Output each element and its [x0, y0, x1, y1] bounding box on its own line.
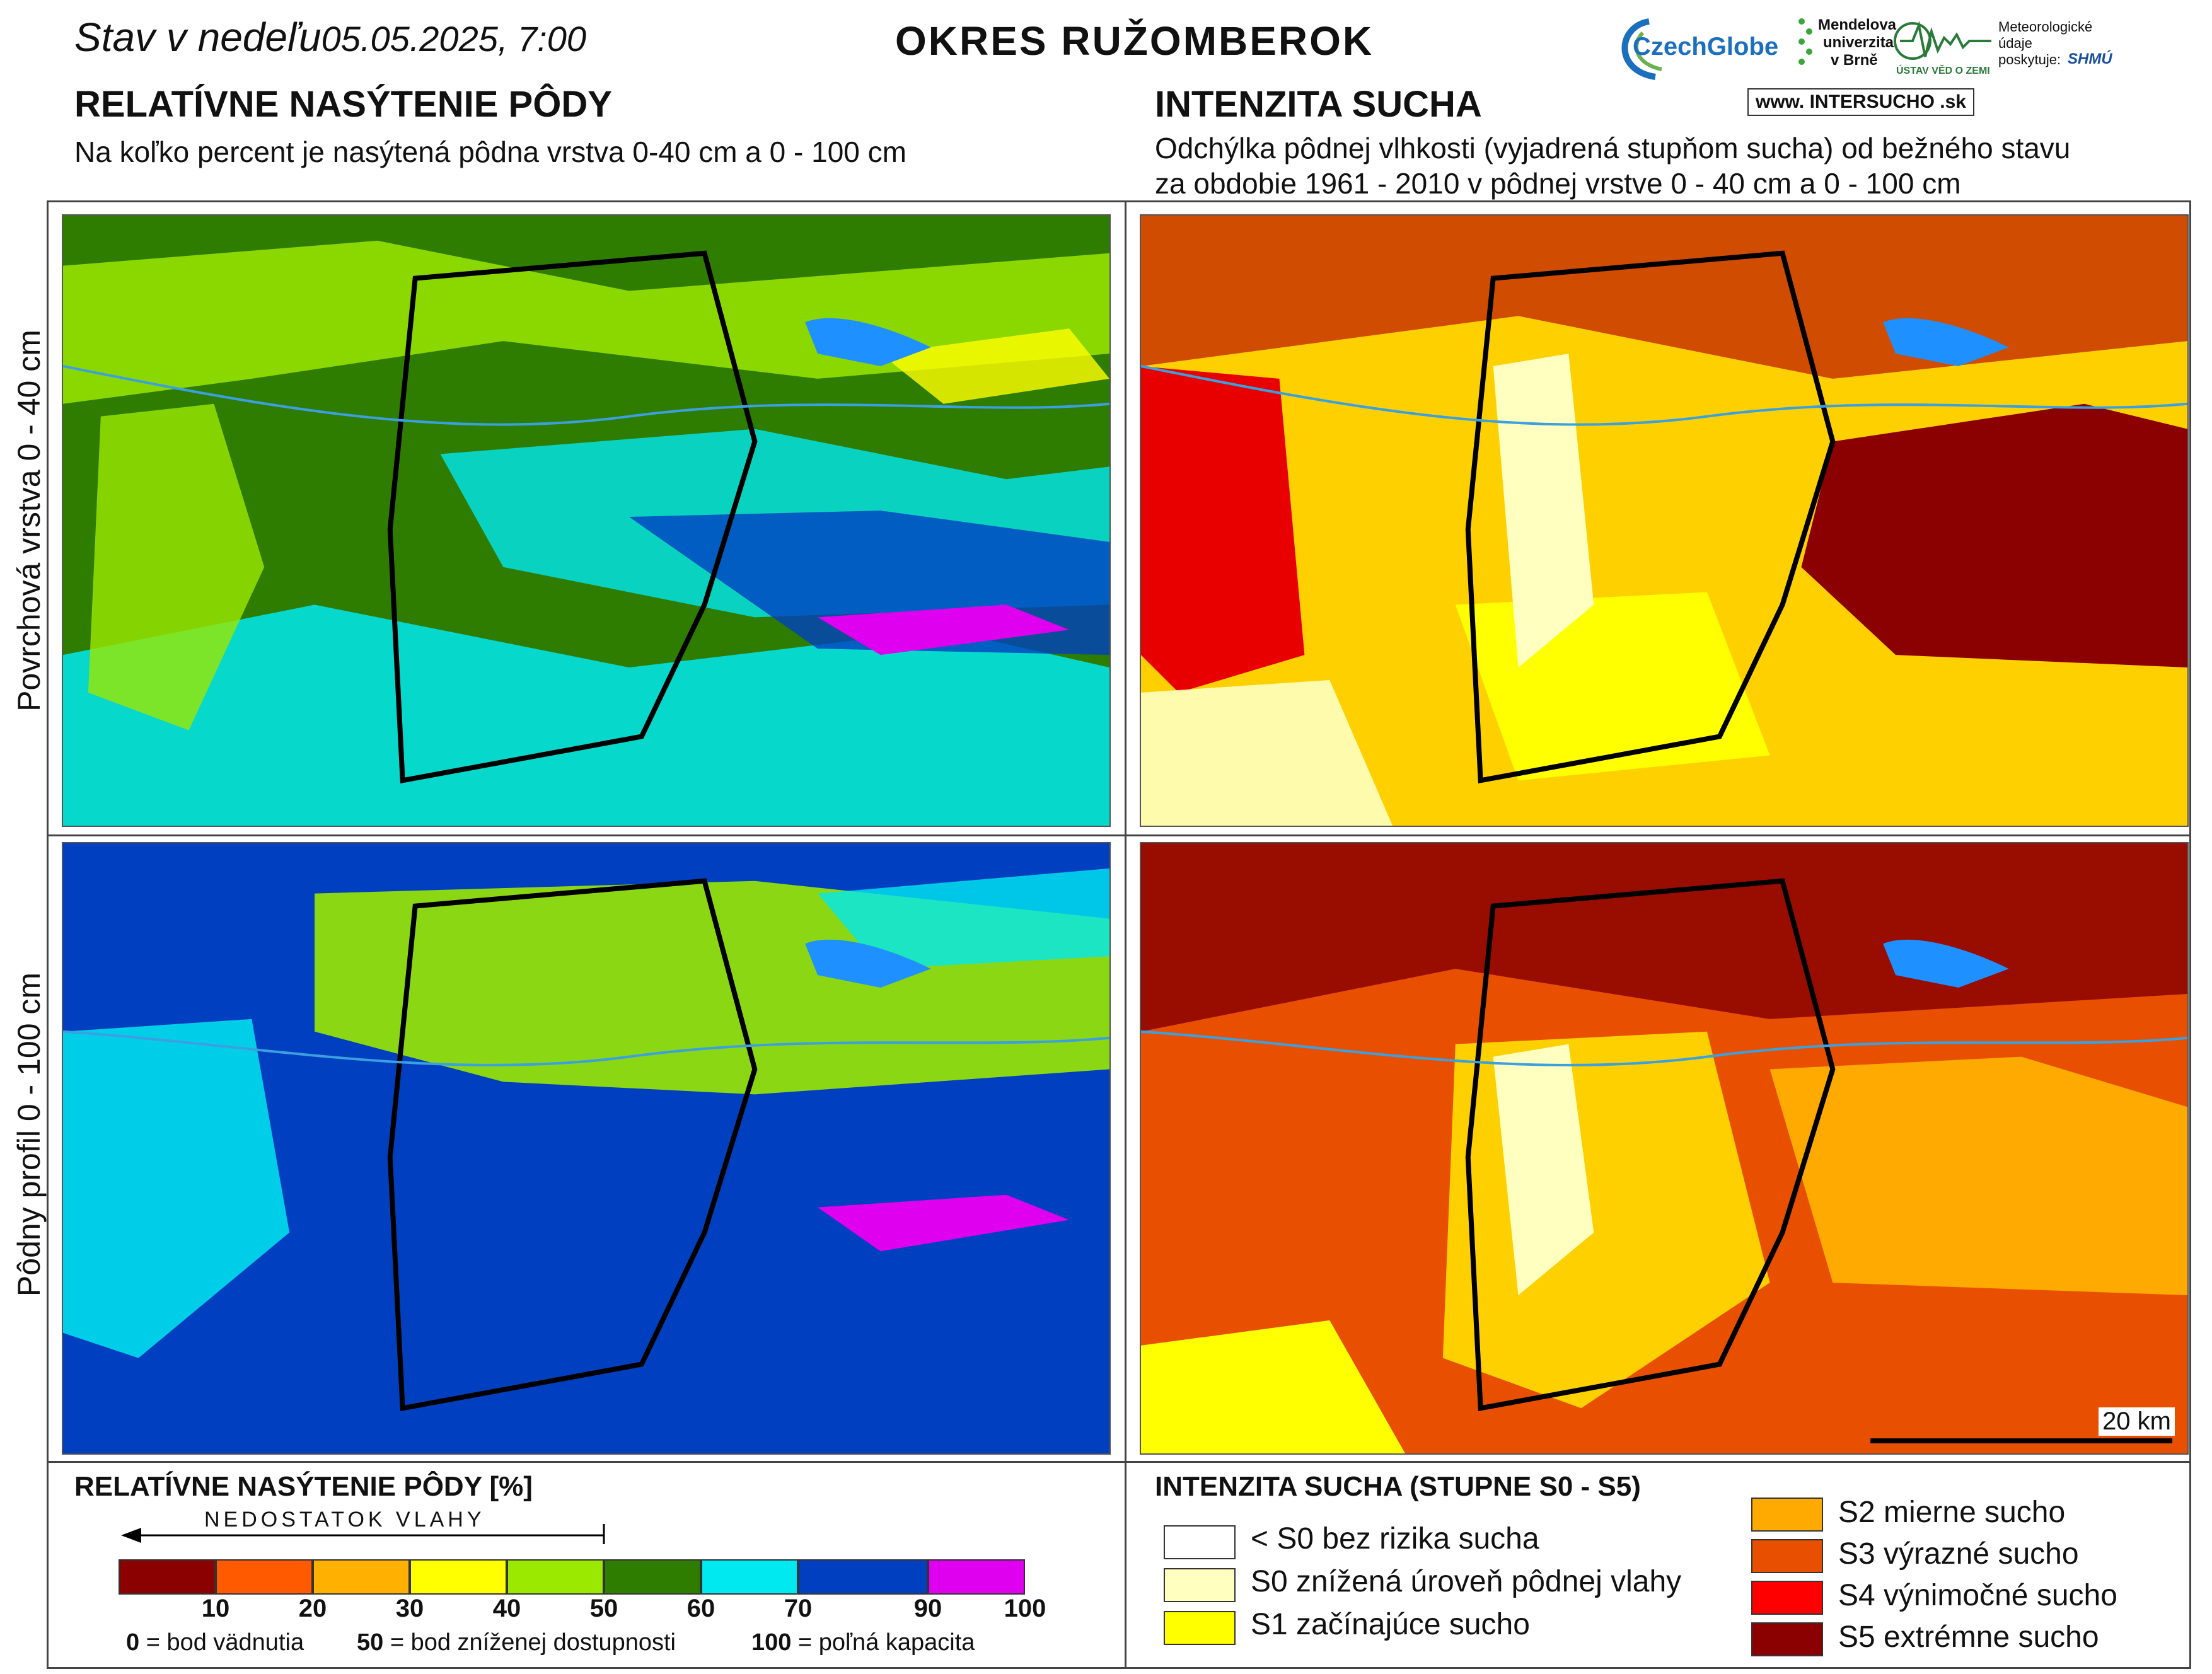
- colorbar-tick: 60: [686, 1595, 715, 1622]
- scale-bar-label: 20 km: [2099, 1407, 2175, 1436]
- mendel-dots-icon: [1798, 18, 1812, 65]
- colorbar-tick: 100: [1004, 1595, 1046, 1622]
- meteo-provider: Meteorologické údaje poskytuje: SHMÚ: [1998, 19, 2112, 67]
- drought-swatch-s2: [1751, 1498, 1823, 1532]
- drought-map-profile-svg: [1141, 843, 2187, 1453]
- colorbar-tick: 50: [589, 1595, 618, 1622]
- drought-map-profile: 20 km: [1140, 842, 2189, 1455]
- drought-swatch-s3: [1751, 1539, 1823, 1573]
- scale-bar-line: [1870, 1438, 2173, 1444]
- seismograph-icon: [1894, 21, 1991, 60]
- drought-label-s3: S3 výrazné sucho: [1838, 1537, 2079, 1571]
- vertical-divider: [1125, 200, 1126, 1669]
- drought-swatch-s4: [1751, 1581, 1823, 1615]
- saturation-legend-title: RELATÍVNE NASÝTENIE PÔDY [%]: [74, 1471, 533, 1502]
- colorbar-segment-5: [604, 1559, 701, 1595]
- drought-map-topsoil-svg: [1141, 216, 2187, 826]
- drought-legend-title: INTENZITA SUCHA (STUPNE S0 - S5): [1155, 1471, 1641, 1502]
- horizontal-divider-legend: [47, 1461, 2191, 1463]
- status-prefix: Stav v nedeľu: [74, 14, 321, 60]
- drought-label-s4: S4 výnimočné sucho: [1838, 1579, 2117, 1612]
- colorbar-segment-4: [507, 1559, 604, 1595]
- colorbar-tick: 30: [395, 1595, 424, 1622]
- definition-wilting-point: 0 = bod vädnutia: [126, 1629, 304, 1656]
- horizontal-divider-maps: [47, 834, 2191, 836]
- drought-map-topsoil: [1140, 214, 2189, 827]
- row-label-top: Povrchová vrstva 0 - 40 cm: [11, 330, 47, 712]
- colorbar-tick: 40: [492, 1595, 521, 1622]
- status-heading: Stav v nedeľu05.05.2025, 7:00: [74, 14, 586, 61]
- drought-subtitle-line2: za obdobie 1961 - 2010 v pôdnej vrstve 0…: [1155, 167, 1961, 200]
- czechglobe-swoosh-icon: [1621, 18, 1662, 80]
- definition-reduced-availability: 50 = bod zníženej dostupnosti: [357, 1629, 676, 1656]
- deficit-arrow-label: NEDOSTATOK VLAHY: [200, 1508, 489, 1532]
- drought-swatch-s0: [1164, 1568, 1236, 1602]
- saturation-map-profile-svg: [63, 843, 1109, 1453]
- colorbar-tick: 10: [201, 1595, 230, 1622]
- saturation-map-topsoil: [62, 214, 1111, 827]
- colorbar-segment-2: [313, 1559, 410, 1595]
- definition-field-capacity: 100 = poľná kapacita: [751, 1629, 975, 1656]
- drought-swatch-s5: [1751, 1622, 1823, 1656]
- mendel-logo: Mendelova univerzita v Brně: [1795, 14, 1896, 83]
- district-title: OKRES RUŽOMBEROK: [895, 18, 1374, 64]
- status-date: 05.05.2025, 7:00: [321, 19, 586, 59]
- drought-label-s0: S0 znížená úroveň pôdnej vlahy: [1251, 1565, 1682, 1598]
- drought-title: INTENZITA SUCHA: [1155, 84, 1482, 125]
- saturation-map-topsoil-svg: [63, 216, 1109, 826]
- maps-frame: [47, 200, 2191, 1669]
- uvgz-logo: ÚSTAV VĚD O ZEMI: [1894, 19, 1995, 82]
- drought-swatch-s1: [1164, 1611, 1236, 1645]
- colorbar-segment-6: [701, 1559, 798, 1595]
- intersucho-logo: www. INTERSUCHO .sk: [1747, 88, 1974, 116]
- colorbar-segment-8: [928, 1559, 1025, 1595]
- czechglobe-logo: CzechGlobe: [1611, 14, 1788, 82]
- drought-swatch-none: [1164, 1525, 1236, 1559]
- colorbar-segment-1: [216, 1559, 313, 1595]
- row-label-bottom: Pôdny profil 0 - 100 cm: [11, 972, 47, 1297]
- colorbar-tick: 20: [298, 1595, 327, 1622]
- drought-label-s5: S5 extrémne sucho: [1838, 1620, 2099, 1654]
- colorbar-segment-0: [119, 1559, 216, 1595]
- drought-label-s2: S2 mierne sucho: [1838, 1496, 2066, 1529]
- colorbar-segment-3: [410, 1559, 507, 1595]
- saturation-subtitle: Na koľko percent je nasýtená pôdna vrstv…: [74, 136, 906, 168]
- saturation-map-profile: [62, 842, 1111, 1455]
- drought-label-s1: S1 začínajúce sucho: [1251, 1608, 1530, 1641]
- colorbar-segment-7: [798, 1559, 928, 1595]
- shmu-logo: SHMÚ: [2068, 50, 2112, 67]
- deficit-arrow: [121, 1519, 605, 1544]
- saturation-title: RELATÍVNE NASÝTENIE PÔDY: [74, 84, 612, 125]
- arrow-left-icon: [121, 1524, 605, 1544]
- colorbar-tick: 90: [913, 1595, 942, 1622]
- colorbar-tick: 70: [784, 1595, 813, 1622]
- drought-subtitle-line1: Odchýlka pôdnej vlhkosti (vyjadrená stup…: [1155, 132, 2071, 165]
- drought-label-none: < S0 bez rizika sucha: [1251, 1522, 1539, 1556]
